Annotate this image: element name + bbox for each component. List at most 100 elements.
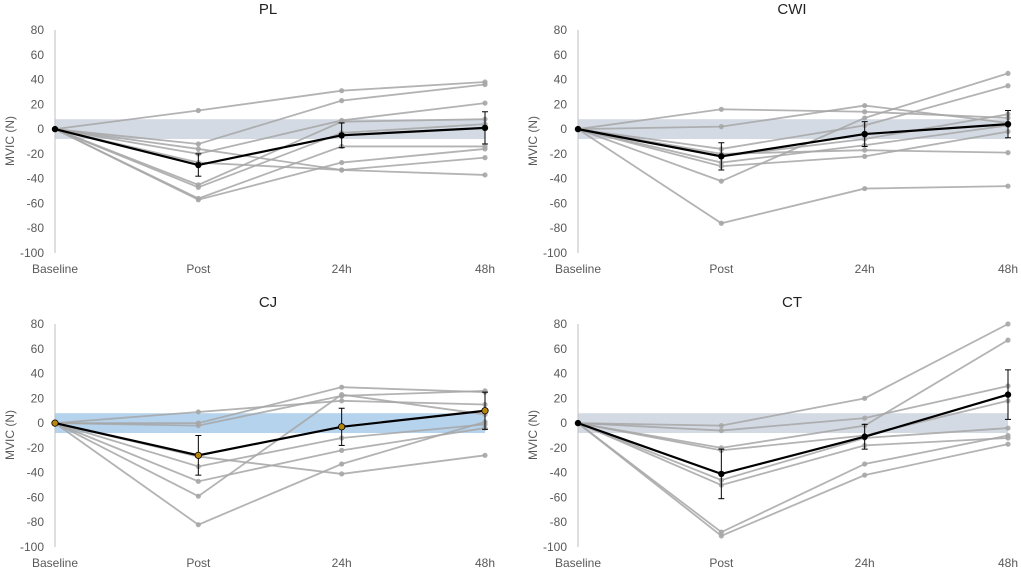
y-tick-label: 60	[31, 48, 45, 62]
y-tick-label: 0	[37, 122, 44, 136]
y-tick-label: -80	[27, 515, 45, 529]
x-tick-label: 24h	[855, 556, 875, 569]
individual-line	[577, 72, 1009, 183]
individual-point	[1005, 70, 1011, 76]
x-tick-label: 48h	[998, 262, 1018, 276]
reference-band	[55, 413, 485, 434]
individual-point	[195, 522, 201, 528]
mean-point	[574, 419, 582, 427]
individual-line	[577, 399, 1009, 452]
y-tick-label: 60	[31, 342, 45, 356]
individual-line	[54, 128, 486, 201]
mean-line	[577, 123, 1009, 158]
individual-line	[54, 128, 486, 171]
x-tick-label: Post	[186, 556, 211, 569]
y-tick-label: 60	[554, 48, 568, 62]
individual-line	[577, 128, 1009, 225]
y-tick-label: -20	[27, 147, 45, 161]
individual-line	[577, 385, 1009, 432]
individual-line	[577, 128, 1009, 168]
individual-point	[1005, 425, 1011, 431]
individual-point	[339, 167, 345, 173]
x-tick-label: 48h	[475, 262, 495, 276]
mean-point	[338, 423, 346, 431]
y-tick-label: -40	[27, 466, 45, 480]
individual-point	[718, 106, 724, 112]
individual-line	[54, 399, 486, 425]
y-tick-label: -40	[550, 172, 568, 186]
x-tick-label: Baseline	[32, 556, 78, 569]
y-tick-label: -100	[543, 540, 567, 554]
individual-point	[195, 478, 201, 484]
individual-line	[54, 83, 486, 145]
panel-title: PL	[259, 1, 277, 18]
mean-point	[481, 407, 489, 415]
individual-point	[862, 185, 868, 192]
y-tick-label: -20	[550, 441, 568, 455]
mean-point	[861, 433, 868, 440]
individual-point	[1005, 183, 1011, 189]
individual-point	[718, 422, 724, 429]
individual-line	[54, 422, 486, 468]
individual-point	[862, 153, 868, 159]
individual-point	[195, 197, 201, 203]
individual-point	[862, 115, 868, 121]
y-tick-label: 80	[554, 317, 568, 331]
individual-line	[577, 128, 1009, 155]
mean-point	[861, 130, 868, 138]
y-axis-label: MVIC (N)	[3, 410, 17, 460]
x-tick-label: 48h	[475, 556, 495, 569]
y-tick-label: -60	[27, 490, 45, 504]
individual-point	[195, 493, 201, 499]
individual-point	[1005, 441, 1011, 447]
mean-point	[718, 470, 725, 478]
mean-point	[194, 451, 202, 459]
individual-point	[862, 415, 868, 421]
individual-line	[577, 339, 1009, 449]
mean-point	[1004, 120, 1012, 128]
mean-point	[51, 419, 59, 427]
individual-point	[718, 529, 724, 535]
y-tick-label: 40	[31, 367, 45, 381]
individual-point	[862, 147, 868, 153]
individual-point	[195, 422, 201, 429]
y-axis-label: MVIC (N)	[3, 116, 17, 166]
mean-line	[577, 393, 1009, 476]
y-tick-label: -80	[550, 515, 568, 529]
y-tick-label: 40	[554, 367, 568, 381]
x-tick-label: Baseline	[32, 262, 78, 276]
x-tick-label: Post	[709, 262, 734, 276]
y-tick-label: 40	[554, 73, 568, 87]
mean-point	[51, 125, 59, 133]
y-tick-label: -100	[20, 540, 44, 554]
y-tick-label: 80	[31, 317, 45, 331]
panel-cj: CJ MVIC (N) 80 60 40 20 0 -20 -40 -60 -80 -100 Basel…	[3, 294, 495, 569]
individual-point	[1005, 150, 1011, 156]
individual-line	[577, 422, 1009, 487]
y-axis-label: MVIC (N)	[526, 116, 540, 166]
individual-point	[339, 98, 345, 104]
y-tick-label: -40	[550, 466, 568, 480]
y-axis-label: MVIC (N)	[526, 410, 540, 460]
individual-line	[55, 386, 486, 425]
y-tick-label: 60	[554, 342, 568, 356]
individual-line	[54, 393, 486, 498]
individual-point	[339, 384, 345, 390]
y-tick-label: -20	[550, 147, 568, 161]
mean-point	[195, 161, 202, 169]
individual-line	[577, 124, 1009, 164]
individual-point	[862, 102, 868, 109]
individual-line	[577, 323, 1009, 427]
individual-point	[482, 81, 488, 88]
individual-point	[1005, 321, 1011, 327]
individual-point	[195, 141, 201, 147]
individual-point	[339, 159, 345, 166]
y-tick-label: 20	[31, 391, 45, 405]
mean-point	[574, 125, 582, 133]
y-tick-label: -40	[27, 172, 45, 186]
reference-band	[578, 119, 1008, 140]
y-tick-label: -80	[27, 221, 45, 235]
mean-point	[718, 153, 725, 160]
individual-point	[339, 471, 345, 477]
